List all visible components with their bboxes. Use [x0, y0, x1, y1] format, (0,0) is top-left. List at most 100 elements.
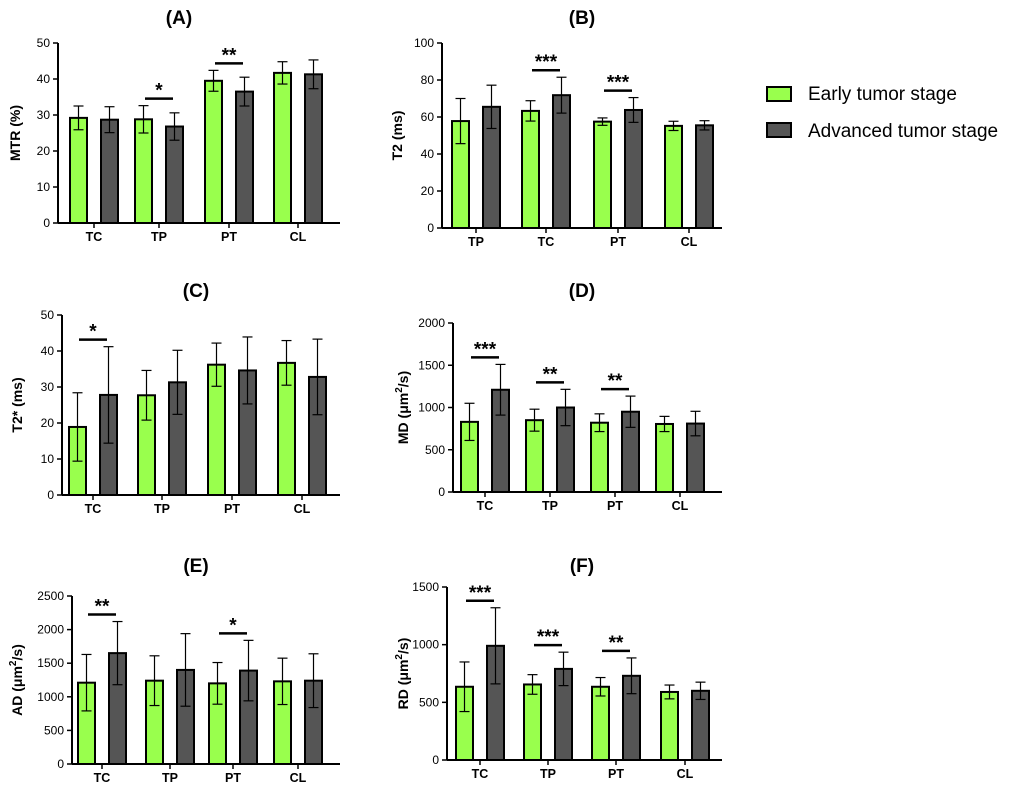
- significance-label: **: [608, 371, 623, 392]
- x-tick-label-tc: TC: [477, 499, 494, 513]
- y-tick-label: 50: [37, 36, 51, 50]
- y-tick-label: 1000: [418, 401, 445, 415]
- y-axis-label-sup: 2: [394, 654, 405, 660]
- x-tick-label-cl: CL: [294, 502, 311, 516]
- x-tick-label-cl: CL: [677, 767, 694, 781]
- panel-title: (F): [570, 556, 594, 577]
- bar-early-tumor-stage-cl: [664, 124, 683, 229]
- y-tick-label: 40: [41, 344, 55, 358]
- x-tick-label-cl: CL: [681, 235, 698, 249]
- x-tick-label-tp: TP: [154, 502, 170, 516]
- x-tick-label-tp: TP: [162, 771, 178, 785]
- significance-label: ***: [469, 583, 492, 604]
- significance-label: *: [229, 615, 237, 636]
- y-tick-label: 1500: [412, 580, 439, 594]
- panel-b: (B) T2 (ms) 0 20 40 60 80 100 TP TC PT CL *** ***: [389, 8, 722, 249]
- y-tick-label: 50: [41, 308, 55, 322]
- legend-swatch-advanced: [766, 122, 792, 138]
- x-tick-label-pt: PT: [225, 771, 241, 785]
- y-tick-label: 2500: [37, 589, 64, 603]
- x-tick-label-tp: TP: [468, 235, 484, 249]
- significance-label: *: [89, 322, 97, 343]
- y-tick-label: 40: [421, 147, 435, 161]
- y-axis-label: RD (μm2/s): [394, 638, 411, 710]
- x-tick-label-tp: TP: [540, 767, 556, 781]
- y-tick-label: 2000: [418, 316, 445, 330]
- y-tick-label: 40: [37, 72, 51, 86]
- y-axis-label: T2 (ms): [389, 111, 405, 161]
- y-axis-label-sup: 2: [8, 660, 19, 666]
- significance-label: **: [609, 633, 624, 654]
- bar-advanced-tumor-stage-pt: [624, 108, 643, 229]
- bar-early-tumor-stage-pt: [591, 685, 610, 761]
- y-tick-label: 20: [421, 184, 435, 198]
- y-tick-label: 500: [419, 695, 439, 709]
- panel-c: (C) T2* (ms) 0 10 20 30 40 50 TC TP PT CL *: [9, 281, 340, 516]
- y-tick-label: 0: [57, 757, 64, 771]
- bar-advanced-tumor-stage-tc: [100, 118, 119, 224]
- y-tick-label: 2000: [37, 623, 64, 637]
- x-tick-label-tc: TC: [538, 235, 555, 249]
- bar-advanced-tumor-stage-tp: [165, 125, 184, 224]
- significance-label: ***: [607, 73, 630, 94]
- x-tick-label-pt: PT: [224, 502, 240, 516]
- x-tick-label-tp: TP: [542, 499, 558, 513]
- y-tick-label: 10: [41, 452, 55, 466]
- y-axis-label-tail: /s): [9, 644, 25, 660]
- legend-label-early: Early tumor stage: [808, 84, 957, 105]
- bar-advanced-tumor-stage-cl: [691, 689, 710, 761]
- y-tick-label: 1500: [418, 358, 445, 372]
- y-tick-label: 10: [37, 180, 51, 194]
- significance-label: *: [155, 81, 163, 102]
- y-tick-label: 0: [43, 216, 50, 230]
- y-tick-label: 0: [438, 485, 445, 499]
- x-tick-label-tc: TC: [472, 767, 489, 781]
- y-tick-label: 500: [44, 723, 64, 737]
- y-tick-label: 0: [432, 753, 439, 767]
- y-axis-label: T2* (ms): [9, 377, 25, 432]
- x-tick-label-pt: PT: [608, 767, 624, 781]
- legend-label-advanced: Advanced tumor stage: [808, 121, 998, 142]
- x-tick-label-cl: CL: [672, 499, 689, 513]
- y-axis-label-sup: 2: [394, 387, 405, 393]
- bar-early-tumor-stage-tp: [523, 683, 542, 761]
- bar-early-tumor-stage-pt: [204, 79, 223, 224]
- legend-swatch-early: [766, 86, 792, 102]
- x-tick-label-pt: PT: [607, 499, 623, 513]
- significance-label: **: [543, 364, 558, 385]
- x-tick-label-pt: PT: [610, 235, 626, 249]
- y-tick-label: 1000: [37, 690, 64, 704]
- y-axis-label: AD (μm2/s): [8, 644, 25, 716]
- y-tick-label: 500: [425, 443, 445, 457]
- y-tick-label: 1000: [412, 638, 439, 652]
- bar-early-tumor-stage-tp: [134, 118, 153, 224]
- y-tick-label: 60: [421, 110, 435, 124]
- y-tick-label: 30: [41, 380, 55, 394]
- x-tick-label-tp: TP: [151, 230, 167, 244]
- significance-label: **: [222, 45, 237, 66]
- bar-early-tumor-stage-pt: [593, 120, 612, 229]
- bar-advanced-tumor-stage-cl: [695, 124, 714, 229]
- significance-label: ***: [537, 627, 560, 648]
- bar-early-tumor-stage-cl: [655, 422, 674, 494]
- y-axis-label-tail: /s): [395, 638, 411, 654]
- significance-label: **: [95, 597, 110, 618]
- x-tick-label-tc: TC: [94, 771, 111, 785]
- significance-label: ***: [474, 339, 497, 360]
- y-tick-label: 20: [37, 144, 51, 158]
- bar-early-tumor-stage-cl: [273, 71, 292, 224]
- legend: Early tumor stage Advanced tumor stage: [766, 84, 998, 142]
- y-tick-label: 0: [47, 488, 54, 502]
- x-tick-label-tc: TC: [86, 230, 103, 244]
- panel-title: (D): [569, 281, 595, 302]
- y-tick-label: 1500: [37, 656, 64, 670]
- y-tick-label: 30: [37, 108, 51, 122]
- bar-early-tumor-stage-tc: [521, 109, 540, 229]
- bar-advanced-tumor-stage-pt: [235, 90, 254, 224]
- panel-title: (C): [183, 281, 209, 302]
- y-axis-label: MTR (%): [7, 105, 23, 161]
